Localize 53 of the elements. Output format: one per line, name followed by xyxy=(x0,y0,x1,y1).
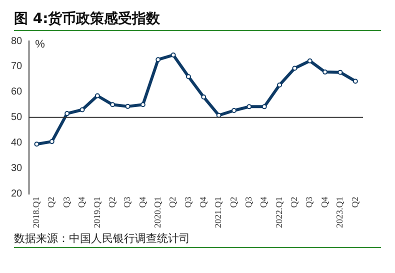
x-tick-label: Q3 xyxy=(244,196,254,208)
chart-title: 图 4:货币政策感受指数 xyxy=(13,10,162,29)
point xyxy=(49,139,54,144)
x-tick-label: Q3 xyxy=(182,196,193,208)
point xyxy=(307,58,312,64)
x-tick-label: Q4 xyxy=(137,196,148,208)
point xyxy=(246,104,252,110)
x-tick-label: 2019.Q1 xyxy=(92,196,102,228)
point xyxy=(186,74,191,80)
point xyxy=(322,70,328,75)
y-tick-label: 70 xyxy=(11,61,23,72)
x-tick-label: Q2 xyxy=(168,196,178,208)
x-tick-label: Q2 xyxy=(46,196,56,208)
source-note: 数据来源：中国人民银行调查统计司 xyxy=(13,231,191,246)
x-tick-label: Q2 xyxy=(228,196,238,208)
x-tick-label: Q2 xyxy=(289,196,300,208)
x-tick-label: 2018.Q1 xyxy=(31,196,42,228)
x-tick-label: Q3 xyxy=(61,196,72,208)
point xyxy=(125,104,130,109)
x-tick-label: 2022.Q1 xyxy=(274,196,284,228)
x-tick-label: Q4 xyxy=(319,196,330,208)
x-tick-label: Q4 xyxy=(258,196,269,208)
x-tick-label: Q4 xyxy=(76,196,87,208)
point xyxy=(170,52,176,58)
x-tick-label: Q2 xyxy=(350,196,360,208)
point xyxy=(277,82,282,88)
y-tick-label: 40 xyxy=(11,138,23,149)
x-tick-label: 2020.Q1 xyxy=(152,196,162,228)
point xyxy=(94,93,100,98)
point xyxy=(262,104,267,110)
y-axis-title: % xyxy=(35,38,46,51)
y-tick-label: 50 xyxy=(11,112,23,124)
point xyxy=(292,66,298,71)
y-tick-label: 30 xyxy=(11,163,23,174)
point xyxy=(140,102,146,108)
y-tick-label: 20 xyxy=(11,188,23,200)
point xyxy=(352,78,358,84)
y-tick-label: 80 xyxy=(11,36,23,47)
point xyxy=(110,102,116,108)
point xyxy=(232,108,236,113)
point xyxy=(338,70,343,75)
x-tick-label: Q3 xyxy=(304,196,314,208)
x-tick-label: 2021.Q1 xyxy=(213,196,224,228)
x-tick-label: 2023.Q1 xyxy=(334,196,345,228)
x-tick-label: Q4 xyxy=(198,196,208,208)
point xyxy=(201,94,206,100)
x-tick-label: Q2 xyxy=(106,196,117,208)
point xyxy=(64,111,70,116)
y-tick-label: 60 xyxy=(11,86,23,98)
point xyxy=(34,142,40,147)
point xyxy=(156,57,161,62)
x-tick-label: Q3 xyxy=(122,196,132,208)
point xyxy=(80,107,85,112)
